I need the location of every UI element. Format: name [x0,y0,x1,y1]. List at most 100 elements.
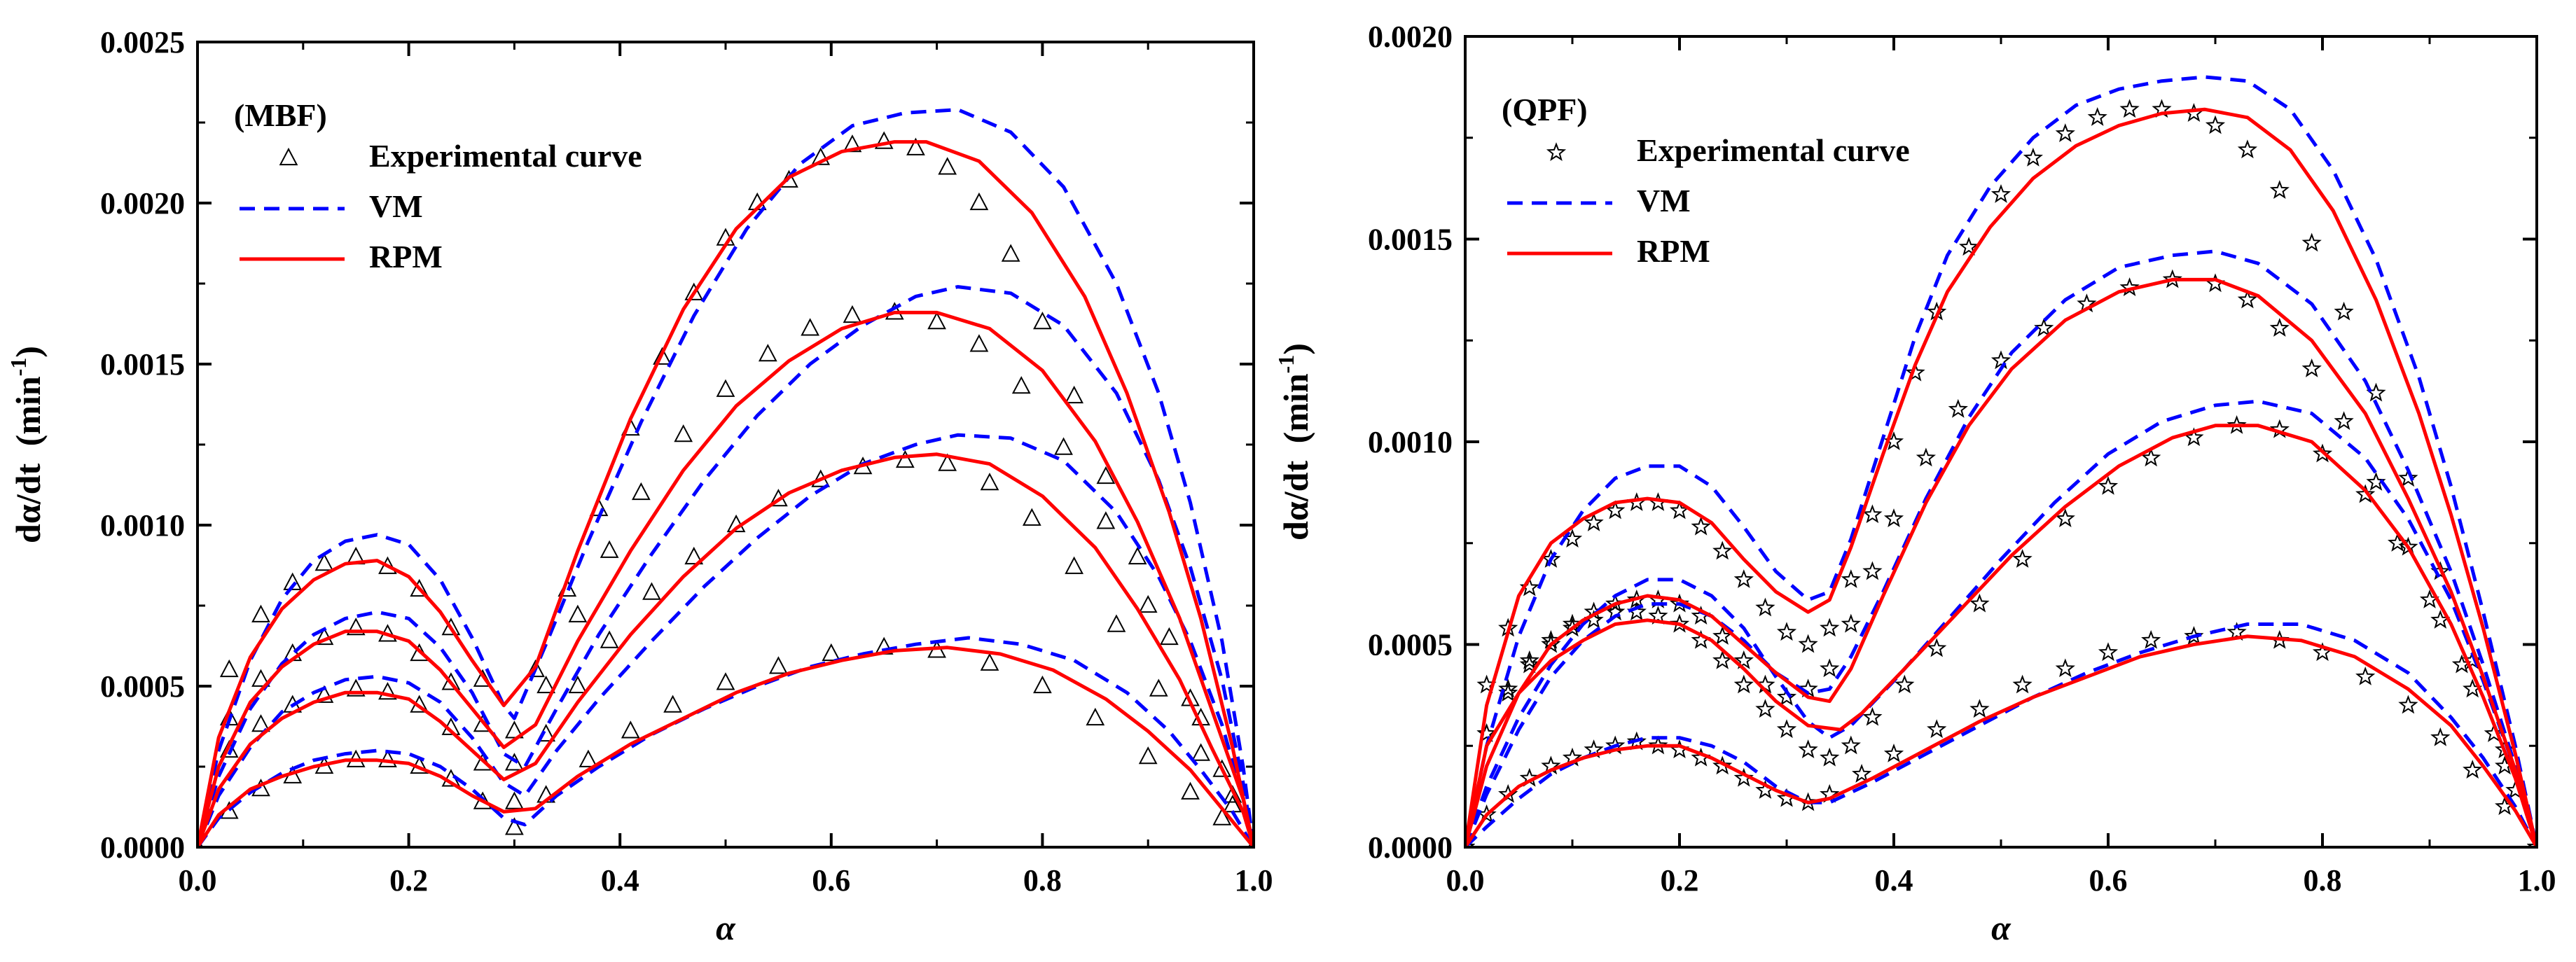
data-point [1138,594,1158,613]
data-point [2398,695,2418,714]
series-line-rpm-3 [198,140,1254,847]
data-point [1033,675,1052,694]
data-point [410,578,429,597]
y-tick-label: 0.0015 [100,347,185,382]
legend-label: VM [369,188,423,224]
data-point [1138,746,1158,765]
series-line-rpm-0 [1465,634,2537,847]
data-point [895,449,915,468]
data-point [378,682,397,700]
data-point [684,546,704,565]
data-point [314,553,334,571]
data-point [2463,760,2483,779]
x-tick-label: 0.8 [2304,863,2342,898]
data-point [1712,541,1733,560]
data-point [1519,654,1539,674]
data-point [980,473,999,491]
data-point [663,695,682,713]
series-line-rpm-2 [1465,277,2537,847]
data-point [1054,437,1073,455]
legend: Experimental curve VM RPM [240,138,642,274]
legend-label: Experimental curve [1637,132,1910,168]
data-point [1798,634,1818,653]
data-point [2087,106,2107,126]
data-point [684,282,704,300]
x-tick-label: 0.2 [1661,863,1699,898]
data-point [1820,618,1840,637]
data-point [1691,516,1711,536]
x-tick-label: 0.0 [179,863,217,898]
series-experimental-curve [1465,99,2537,847]
data-point [251,669,270,687]
legend: Experimental curve VM RPM [1507,132,1910,269]
data-point [1841,569,1861,588]
data-point [1990,350,2011,370]
data-point [2012,674,2033,694]
data-point [1969,593,1990,613]
data-point [1519,650,1539,669]
plot-area [1465,75,2537,847]
data-point [758,344,777,362]
data-point [1948,398,1968,418]
data-point [219,659,239,678]
x-axis-title: α [716,908,736,947]
data-point [1648,606,1668,625]
data-point [1927,719,1947,739]
data-point [2355,666,2376,685]
data-point [1476,723,1497,742]
data-point [1776,686,1797,706]
x-tick-label: 0.6 [812,863,850,898]
data-point [1883,743,1904,762]
data-point [2227,414,2247,434]
data-point [505,753,524,771]
y-axis-title-unit: (min [8,376,48,446]
data-point [2312,443,2333,463]
data-point [1065,556,1084,574]
series-line-vm-0 [198,636,1254,847]
data-point [1862,706,1883,726]
data-point [2355,484,2376,503]
data-point [2141,447,2161,467]
data-point [505,720,524,739]
y-tick-label: 0.0025 [100,25,185,60]
data-point [1149,678,1168,697]
y-tick-label: 0.0005 [1368,628,1453,662]
series-rpm [198,140,1254,847]
data-point [1776,622,1797,641]
series-line-rpm-1 [198,452,1254,847]
data-point [980,653,999,671]
series-line-rpm-2 [198,310,1254,847]
data-point [2237,139,2257,159]
legend-label: VM [1637,183,1691,218]
data-point [969,334,989,352]
panel-label: (QPF) [1502,92,1588,127]
data-point [283,572,303,590]
data-point [769,656,788,674]
data-point [843,305,862,323]
legend-label: Experimental curve [369,138,642,174]
series-line-rpm-0 [198,646,1254,847]
data-point [1841,735,1861,755]
series-rpm [1465,107,2537,847]
series-line-vm-2 [1465,249,2537,847]
data-point [2205,115,2226,134]
data-point [822,643,841,662]
data-point [2023,147,2043,167]
data-point [927,312,946,330]
data-point [2141,629,2161,649]
data-point [1223,785,1242,803]
data-point [2227,622,2247,641]
data-point [1820,658,1840,678]
data-point [1159,627,1179,646]
data-point [1712,650,1733,669]
series-vm [1465,75,2537,847]
data-point [251,604,270,622]
data-point [346,618,366,636]
data-point [1096,466,1116,485]
data-point [1883,508,1904,528]
data-point [1181,781,1200,800]
data-point [1733,569,1754,588]
data-point [2398,468,2418,487]
y-axis-title-unit-close: ) [1276,343,1315,355]
